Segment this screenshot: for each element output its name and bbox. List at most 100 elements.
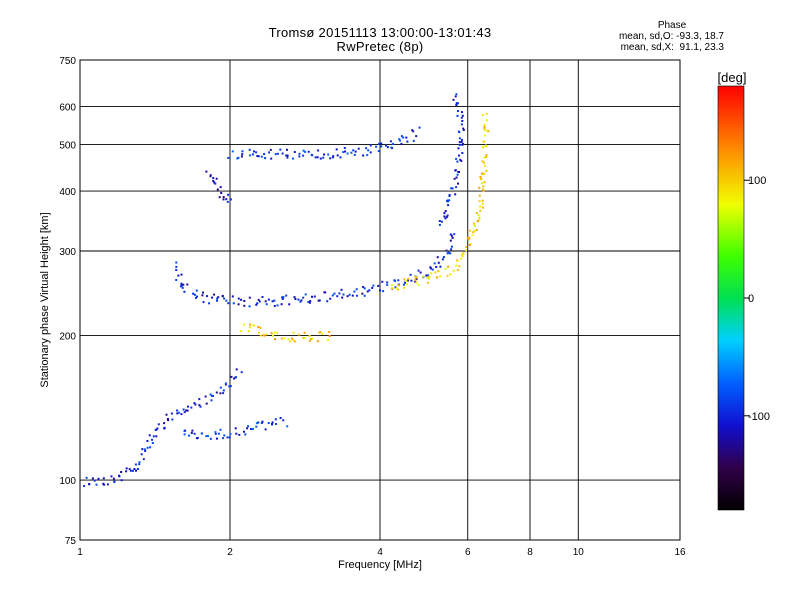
data-point (248, 148, 251, 151)
data-point (222, 198, 225, 201)
data-point (205, 435, 208, 438)
data-point (457, 170, 460, 173)
data-point (140, 453, 143, 456)
data-point (472, 231, 475, 234)
data-point (267, 298, 270, 301)
data-point (475, 229, 478, 231)
data-point (251, 427, 254, 430)
data-point (482, 185, 485, 188)
data-point (430, 272, 433, 275)
y-tick-label: 600 (59, 103, 76, 114)
data-point (369, 151, 372, 154)
data-point (336, 295, 339, 298)
data-point (473, 230, 476, 233)
data-point (118, 474, 120, 477)
data-point (252, 153, 254, 156)
data-point (426, 276, 429, 279)
data-point (211, 394, 214, 397)
data-point (199, 405, 202, 408)
data-point (461, 253, 464, 256)
chart-title: Tromsø 20151113 13:00:00-13:01:43 (268, 25, 492, 40)
data-point (454, 95, 457, 98)
data-point (227, 302, 230, 305)
data-point (481, 172, 484, 175)
data-point (240, 155, 243, 158)
phase-info-header: Phase (657, 20, 687, 31)
data-point (146, 440, 149, 442)
data-point (486, 119, 488, 122)
data-point (229, 433, 232, 436)
data-point (223, 434, 226, 437)
data-point (134, 463, 137, 466)
x-tick-label: 6 (465, 547, 471, 558)
data-point (222, 196, 225, 199)
data-point (293, 296, 296, 299)
data-point (456, 173, 459, 176)
data-point (363, 287, 366, 290)
data-point (415, 135, 418, 138)
data-point (329, 157, 332, 160)
data-point (227, 157, 230, 159)
colorbar (717, 85, 745, 511)
data-point (298, 333, 301, 336)
data-point (308, 335, 311, 337)
data-point (338, 292, 341, 295)
data-point (222, 437, 225, 440)
data-point (354, 150, 357, 153)
data-point (444, 217, 447, 220)
data-point (225, 299, 228, 302)
data-point (257, 155, 260, 158)
data-point (256, 155, 259, 157)
data-point (485, 129, 488, 132)
data-point (348, 293, 351, 296)
colorbar-ticks: 100 0 -100 (744, 175, 770, 423)
data-point (445, 249, 448, 252)
data-point (279, 148, 282, 151)
data-point (129, 469, 132, 472)
data-point (307, 300, 310, 303)
data-point (216, 299, 219, 302)
data-point (457, 182, 459, 185)
data-point (152, 435, 155, 438)
data-point (483, 161, 486, 164)
data-point (243, 430, 245, 433)
data-point (113, 480, 116, 483)
data-point (455, 186, 458, 189)
data-point (268, 151, 271, 154)
data-point (175, 265, 178, 268)
data-point (182, 408, 185, 411)
data-point (483, 128, 486, 131)
data-point (274, 338, 276, 341)
data-point (195, 296, 197, 299)
data-point (409, 273, 412, 276)
data-point (406, 140, 409, 143)
data-point (442, 256, 445, 259)
data-point (455, 93, 458, 96)
data-point (250, 428, 252, 430)
data-point (318, 299, 321, 302)
data-point (308, 301, 311, 304)
data-point (180, 413, 183, 416)
data-point (435, 266, 438, 268)
data-point (405, 136, 408, 139)
data-point (369, 144, 372, 147)
data-point (281, 297, 284, 300)
data-point (210, 399, 213, 402)
data-point (212, 179, 215, 182)
data-point (377, 150, 380, 153)
data-point (446, 214, 449, 217)
data-point (462, 143, 465, 145)
data-point (437, 270, 440, 273)
data-point (235, 376, 237, 379)
data-point (461, 152, 464, 154)
data-point (307, 150, 310, 153)
data-point (386, 146, 389, 149)
data-point (293, 151, 296, 153)
plot-frame (79, 59, 681, 541)
data-point (316, 156, 319, 159)
data-point (443, 212, 446, 215)
data-point (273, 305, 276, 307)
data-point (207, 435, 209, 437)
data-point (353, 153, 356, 156)
